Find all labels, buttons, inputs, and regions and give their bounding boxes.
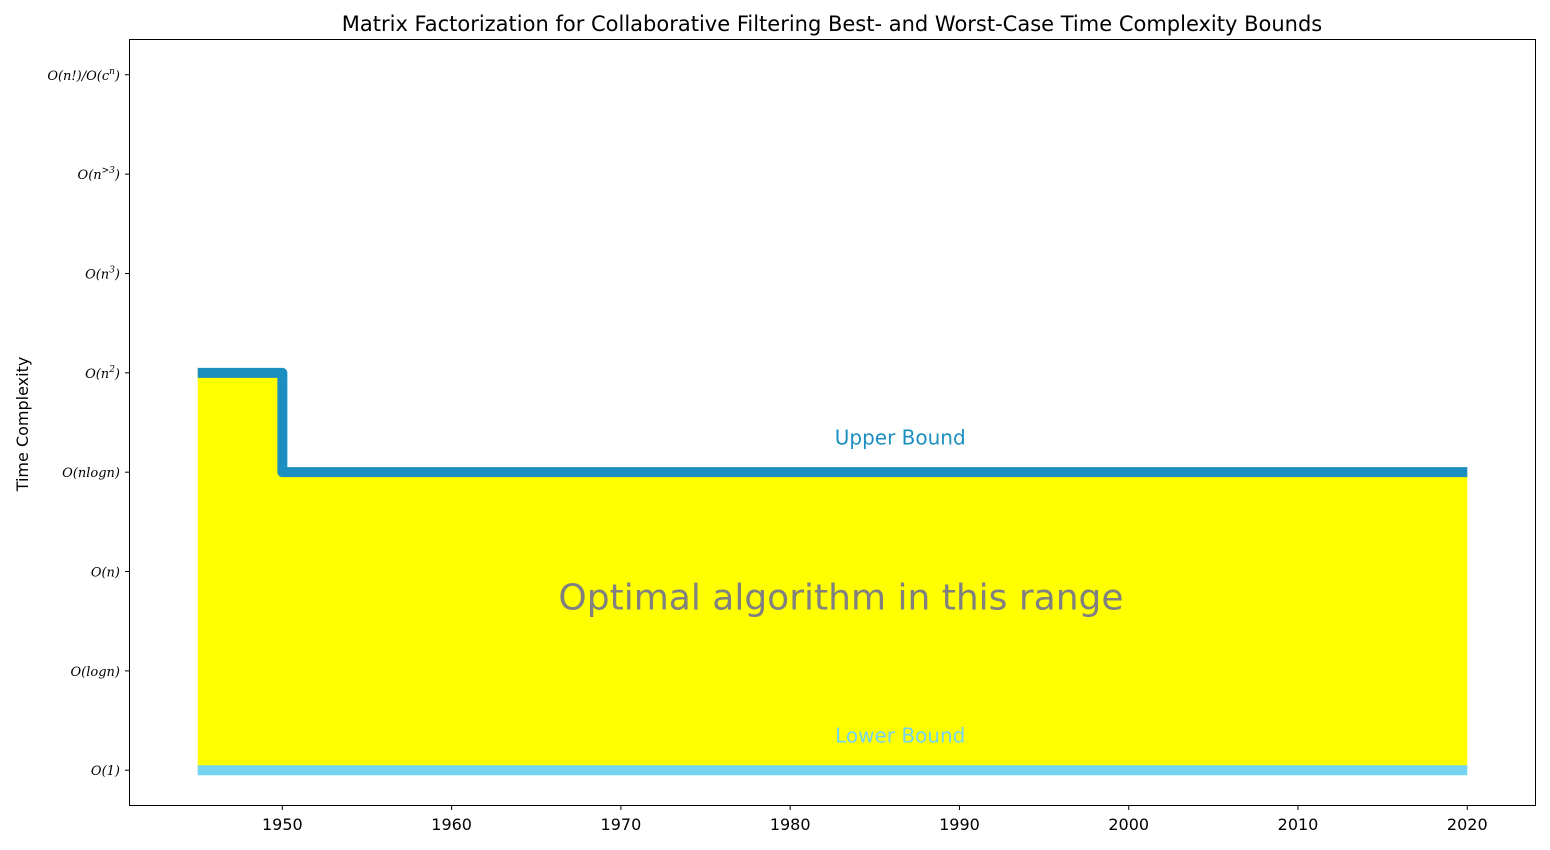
annotation-layer: Upper Bound Lower Bound Optimal algorithm … — [558, 425, 1123, 747]
y-tick-label: O(n2) — [85, 365, 120, 382]
upper-bound-label: Upper Bound — [835, 425, 966, 449]
x-axis: 1950 1960 1970 1980 1990 2000 2010 2020 — [262, 805, 1488, 834]
y-tick-label: O(n!)/O(cn) — [47, 67, 120, 84]
upper-bound-line — [197, 367, 1468, 478]
x-tick-label: 1990 — [939, 815, 980, 834]
y-tick-label: O(1) — [91, 764, 120, 779]
fill-layer — [197, 372, 1468, 771]
x-tick-label: 1980 — [770, 815, 811, 834]
y-tick-label: O(n>3) — [78, 166, 120, 183]
lower-bound-label: Lower Bound — [835, 723, 965, 747]
x-tick-label: 1970 — [601, 815, 642, 834]
plot-frame — [129, 39, 1536, 806]
x-tick-label: 1950 — [262, 815, 303, 834]
series-layer — [197, 367, 1468, 776]
optimal-range-fill — [197, 372, 1468, 771]
optimal-range-label: Optimal algorithm in this range — [558, 577, 1123, 618]
y-tick-label: O(n3) — [85, 265, 120, 282]
x-tick-label: 2020 — [1447, 815, 1488, 834]
y-tick-label: O(nlogn) — [62, 466, 120, 481]
y-axis-label: Time Complexity — [13, 357, 32, 493]
x-tick-label: 2010 — [1278, 815, 1319, 834]
chart-title: Matrix Factorization for Collaborative F… — [342, 12, 1323, 36]
x-tick-label: 1960 — [431, 815, 472, 834]
y-tick-label: O(n) — [91, 566, 120, 581]
y-tick-label: O(logn) — [71, 665, 120, 680]
y-axis: O(1) O(logn) O(n) O(nlogn) O(n2) O(n3) O(n>3) O… — [47, 67, 130, 779]
x-tick-label: 2000 — [1108, 815, 1149, 834]
